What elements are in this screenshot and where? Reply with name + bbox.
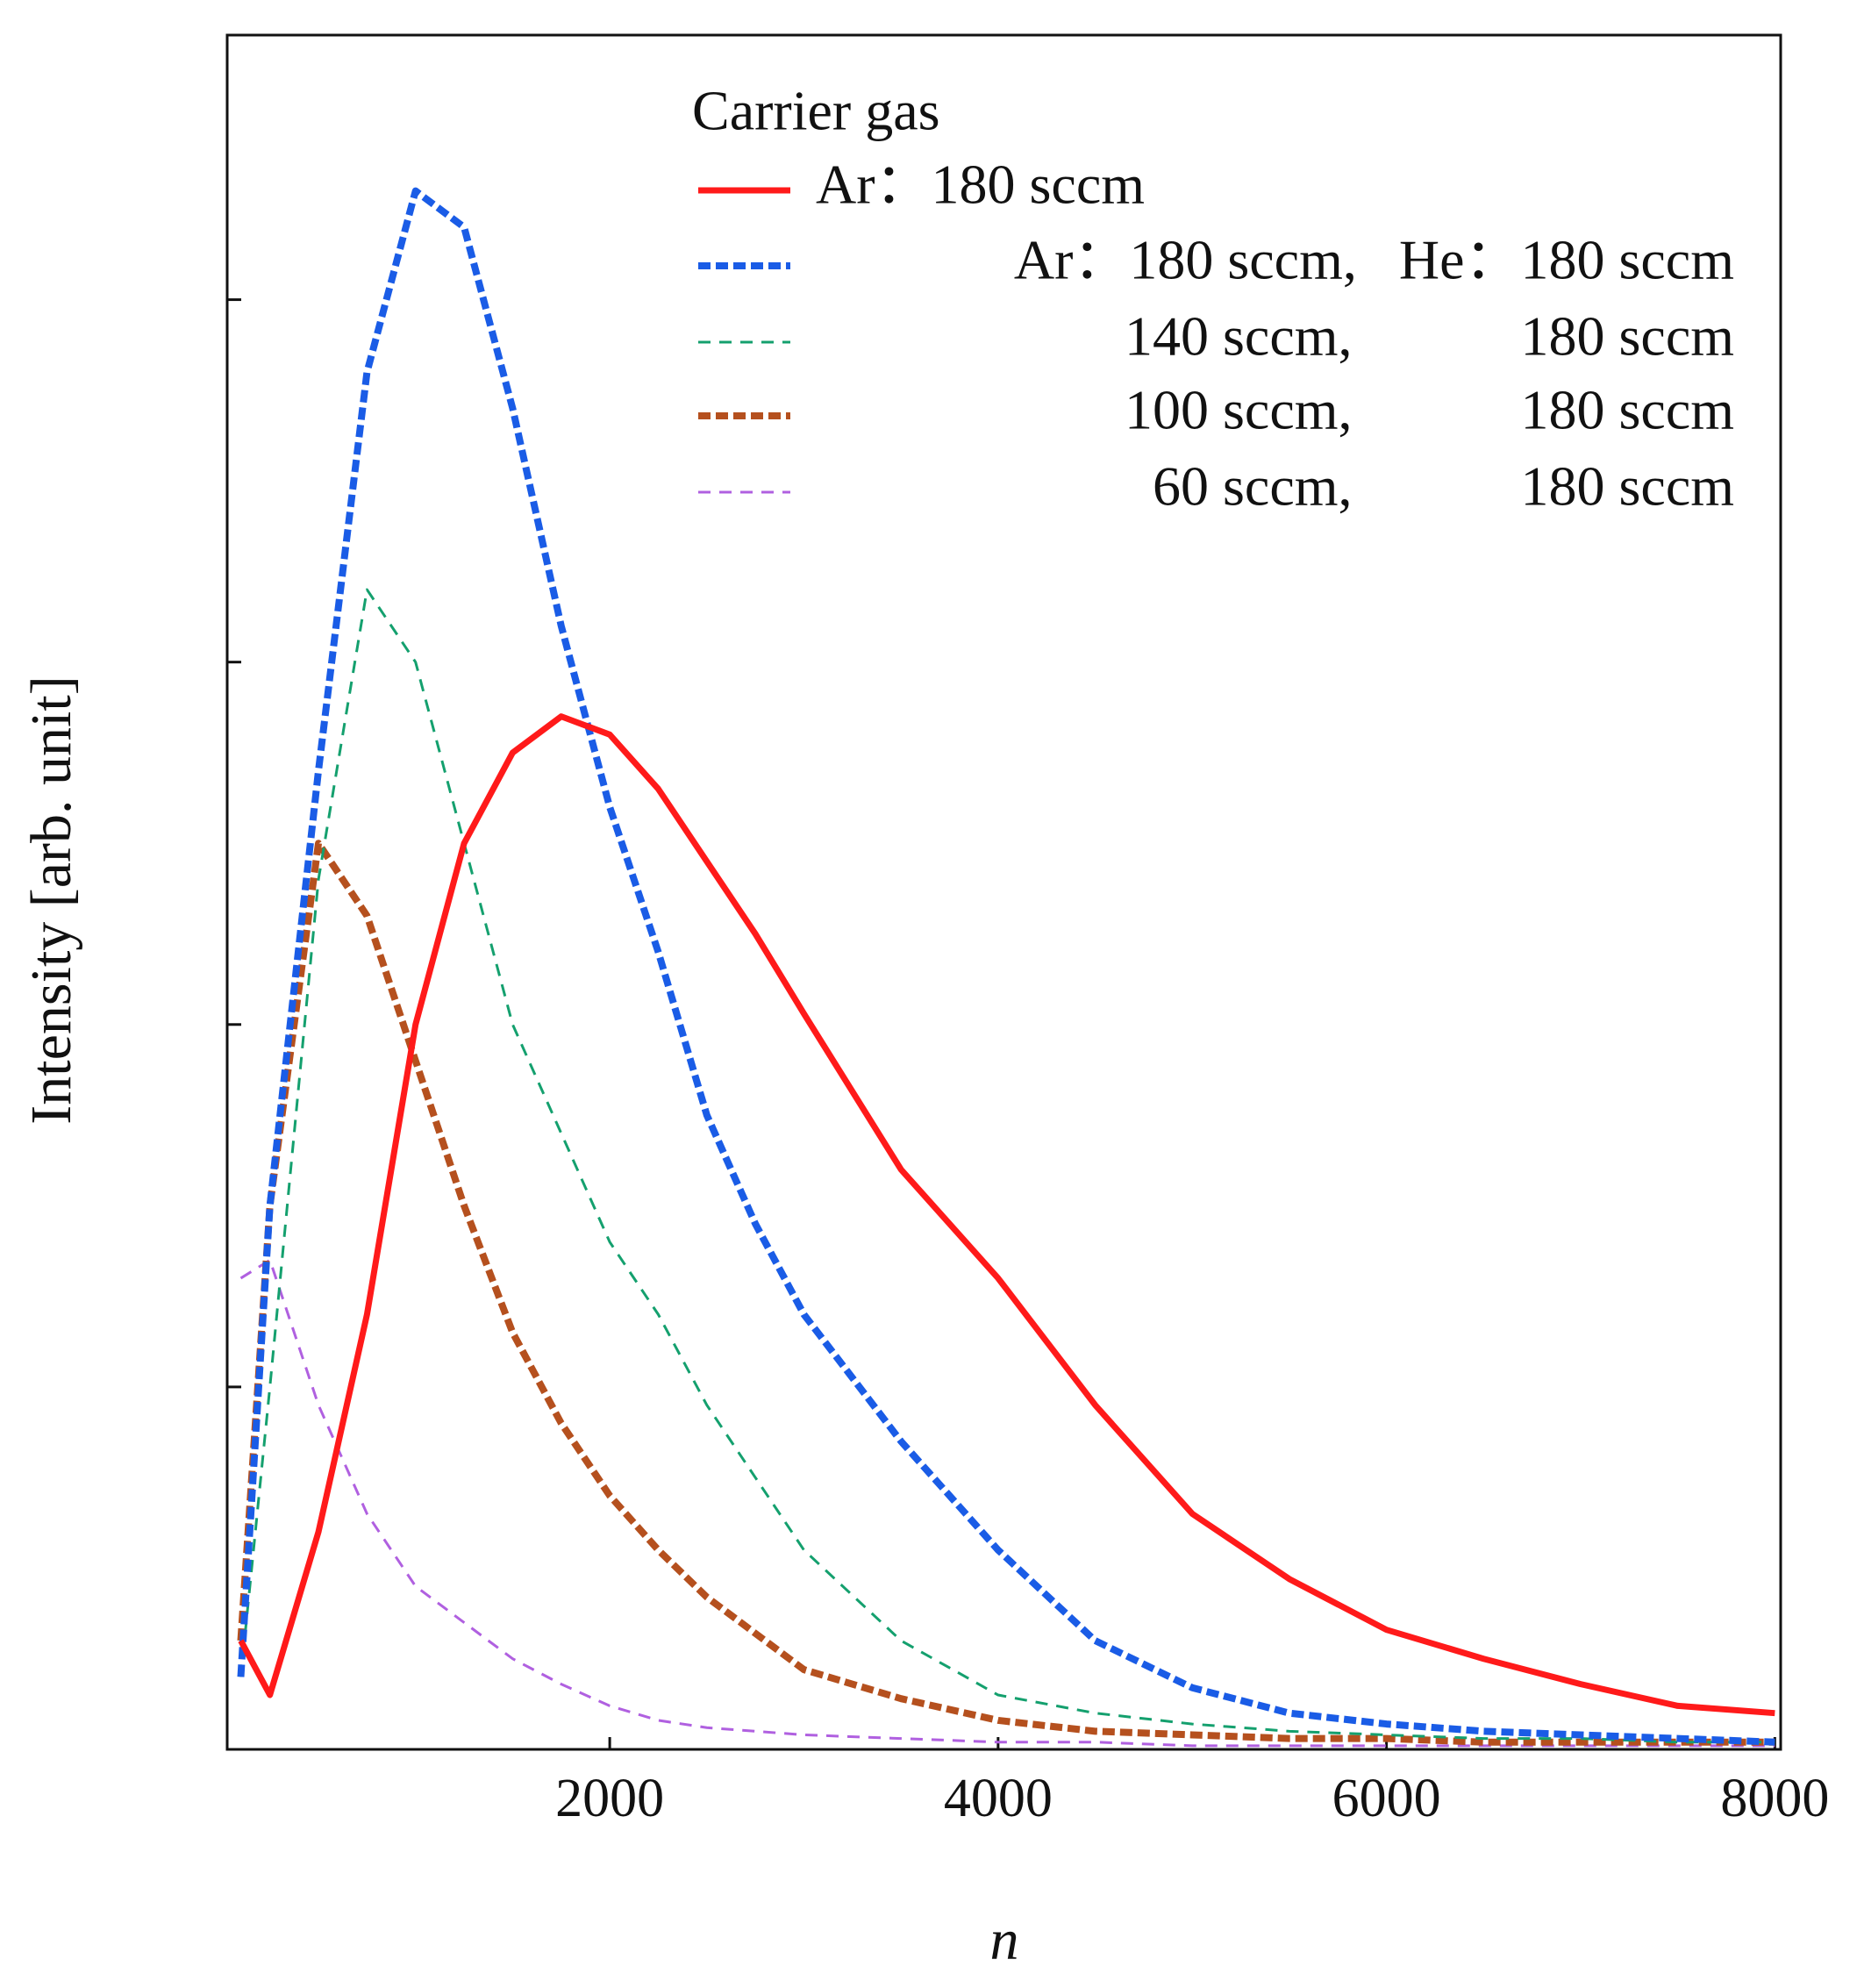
x-axis-label: n [990, 1908, 1019, 1972]
legend-label: 140 sccm, 180 sccm [1125, 305, 1734, 368]
y-axis-label: Intensity [arb. unit] [19, 676, 83, 1124]
legend-label: Ar：180 sccm, He：180 sccm [1014, 229, 1734, 291]
series-line [239, 588, 1775, 1744]
series-line [238, 713, 1775, 1717]
x-tick-label: 8000 [1720, 1769, 1829, 1828]
series-line [239, 1258, 1775, 1748]
series-line [237, 840, 1775, 1746]
legend-label: 60 sccm, 180 sccm [1153, 455, 1734, 518]
x-tick-label: 6000 [1332, 1769, 1441, 1828]
plot-frame [225, 33, 1782, 1751]
x-tick-label: 2000 [555, 1769, 664, 1828]
x-tick-label: 4000 [944, 1769, 1053, 1828]
legend-label: 100 sccm, 180 sccm [1125, 379, 1734, 441]
series-line [237, 187, 1775, 1746]
legend-title: Carrier gas [692, 80, 940, 142]
legend-label: Ar：180 sccm [816, 154, 1145, 216]
